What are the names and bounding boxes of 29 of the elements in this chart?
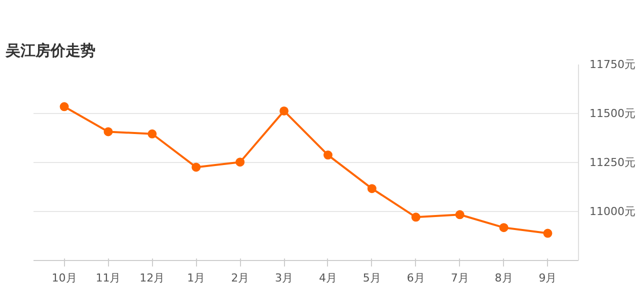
- x-tick-label: 9月: [538, 272, 557, 284]
- point: [236, 158, 245, 167]
- x-tick-label: 2月: [231, 272, 250, 284]
- point: [60, 102, 69, 112]
- x-tick-label: 6月: [406, 272, 425, 284]
- y-tick-label: 11000元: [590, 205, 636, 218]
- point: [280, 106, 289, 116]
- point: [411, 212, 420, 222]
- point: [192, 162, 201, 172]
- x-tick-label: 5月: [362, 272, 381, 284]
- x-tick-label: 3月: [275, 272, 294, 284]
- x-tick-label: 11月: [96, 272, 121, 284]
- y-tick-label: 11500元: [590, 107, 636, 120]
- point: [323, 150, 332, 160]
- x-tick-label: 1月: [187, 272, 206, 284]
- point: [543, 228, 552, 238]
- x-tick-label: 4月: [318, 272, 337, 284]
- point: [499, 223, 508, 232]
- point: [104, 127, 113, 136]
- point: [367, 184, 376, 194]
- x-tick-label: 7月: [450, 272, 469, 284]
- point: [148, 129, 157, 138]
- x-tick-label: 8月: [494, 272, 513, 284]
- y-tick-label: 11250元: [590, 156, 636, 169]
- y-tick-label: 11750元: [590, 58, 636, 71]
- x-tick-label: 12月: [140, 272, 165, 284]
- x-tick-label: 10月: [52, 272, 77, 284]
- chart-title: 吴江房价走势: [4, 42, 96, 60]
- point: [455, 210, 464, 220]
